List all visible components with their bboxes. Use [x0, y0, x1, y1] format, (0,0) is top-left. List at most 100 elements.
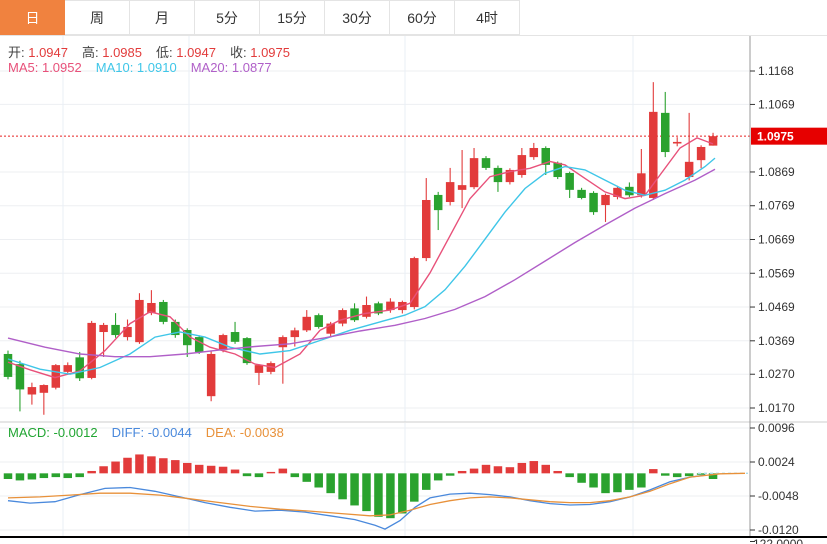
- price-tick-label: 1.1069: [758, 97, 795, 111]
- macd-hist-bar: [314, 473, 323, 488]
- macd-hist-bar: [75, 473, 84, 478]
- macd-hist-bar: [672, 473, 682, 478]
- macd-hist-bar: [218, 466, 228, 474]
- macd-hist-bar: [445, 473, 455, 476]
- candle-body: [577, 189, 586, 198]
- ma-line-ma10: [7, 157, 716, 375]
- tab-30min[interactable]: 30分: [325, 0, 390, 35]
- candle-body: [218, 335, 228, 351]
- macd-hist-bar: [374, 473, 383, 517]
- macd-hist-bar: [326, 473, 335, 494]
- macd-tick-label: 0.0096: [758, 421, 795, 435]
- candle-body: [672, 141, 682, 144]
- candle-body: [75, 357, 84, 379]
- tab-day[interactable]: 日: [0, 0, 65, 35]
- candle-body: [302, 316, 311, 331]
- tab-15min[interactable]: 15分: [260, 0, 325, 35]
- candle-body: [3, 353, 13, 377]
- candle-body: [386, 301, 395, 311]
- macd-hist-bar: [541, 464, 550, 474]
- price-tick-label: 1.1168: [758, 64, 794, 78]
- macd-hist-bar: [63, 473, 72, 479]
- price-tick-label: 1.0270: [758, 367, 795, 381]
- macd-hist-bar: [577, 473, 586, 483]
- macd-line-dea: [7, 472, 746, 517]
- tab-5min[interactable]: 5分: [195, 0, 260, 35]
- macd-hist-bar: [206, 465, 216, 474]
- candle-body: [290, 330, 300, 338]
- price-tick-label: 1.0469: [758, 300, 795, 314]
- macd-hist-bar: [422, 473, 431, 490]
- candle-body: [123, 326, 132, 338]
- macd-hist-bar: [183, 462, 192, 474]
- candle-body: [254, 365, 264, 373]
- macd-hist-bar: [661, 473, 670, 476]
- price-tick-label: 1.0369: [758, 334, 795, 348]
- macd-hist-bar: [254, 473, 264, 478]
- candle-body: [529, 147, 539, 158]
- macd-hist-bar: [553, 470, 562, 474]
- tab-month[interactable]: 月: [130, 0, 195, 35]
- macd-hist-bar: [625, 473, 634, 490]
- macd-hist-bar: [493, 466, 503, 474]
- current-price-tag: [751, 127, 827, 145]
- candle-body: [637, 173, 646, 196]
- macd-hist-bar: [481, 464, 491, 474]
- candle-body: [457, 185, 467, 190]
- macd-hist-bar: [194, 464, 204, 474]
- macd-hist-bar: [469, 468, 479, 474]
- macd-hist-bar: [147, 456, 156, 474]
- candle-body: [111, 324, 120, 336]
- tab-60min[interactable]: 60分: [390, 0, 455, 35]
- candle-body: [481, 158, 491, 168]
- candle-body: [374, 303, 383, 314]
- candle-body: [99, 324, 108, 333]
- candle-body: [326, 323, 335, 334]
- candle-body: [541, 147, 550, 165]
- candle-body: [684, 161, 694, 178]
- candle-body: [278, 337, 288, 348]
- macd-hist-bar: [171, 460, 180, 474]
- macd-hist-bar: [398, 473, 407, 514]
- candle-body: [696, 146, 706, 161]
- tab-week[interactable]: 周: [65, 0, 130, 35]
- macd-tick-label: 0.0024: [758, 455, 795, 469]
- macd-hist-bar: [613, 473, 622, 493]
- candle-body: [708, 136, 718, 146]
- macd-hist-bar: [135, 454, 144, 474]
- macd-line-diff: [7, 474, 706, 530]
- price-tick-label: 1.0170: [758, 401, 795, 415]
- macd-hist-bar: [123, 457, 132, 474]
- candle-body: [183, 329, 192, 346]
- macd-hist-bar: [684, 473, 694, 477]
- macd-hist-bar: [517, 462, 527, 474]
- candle-body: [135, 299, 144, 343]
- macd-hist-bar: [457, 470, 467, 474]
- macd-hist-bar: [278, 468, 288, 474]
- candle-body: [613, 187, 622, 197]
- candle-body: [87, 322, 96, 378]
- candle-body: [601, 194, 610, 206]
- candle-body: [314, 315, 323, 327]
- candle-body: [63, 365, 72, 372]
- ma-line-ma20: [7, 168, 716, 358]
- macd-hist-bar: [386, 473, 395, 519]
- candle-body: [565, 172, 574, 190]
- tab-4hour[interactable]: 4时: [455, 0, 520, 35]
- macd-hist-bar: [290, 473, 300, 478]
- macd-hist-bar: [3, 473, 13, 479]
- macd-hist-bar: [15, 473, 25, 481]
- macd-hist-bar: [433, 473, 443, 481]
- candle-body: [171, 321, 180, 336]
- price-tick-label: 1.0769: [758, 199, 795, 213]
- clipped-next-panel-label: 122.0000: [753, 538, 823, 544]
- candle-body: [362, 305, 371, 317]
- candle-body: [433, 194, 443, 211]
- candle-body: [51, 365, 61, 388]
- macd-hist-bar: [242, 473, 252, 477]
- candle-body: [445, 182, 455, 203]
- macd-hist-bar: [27, 473, 37, 480]
